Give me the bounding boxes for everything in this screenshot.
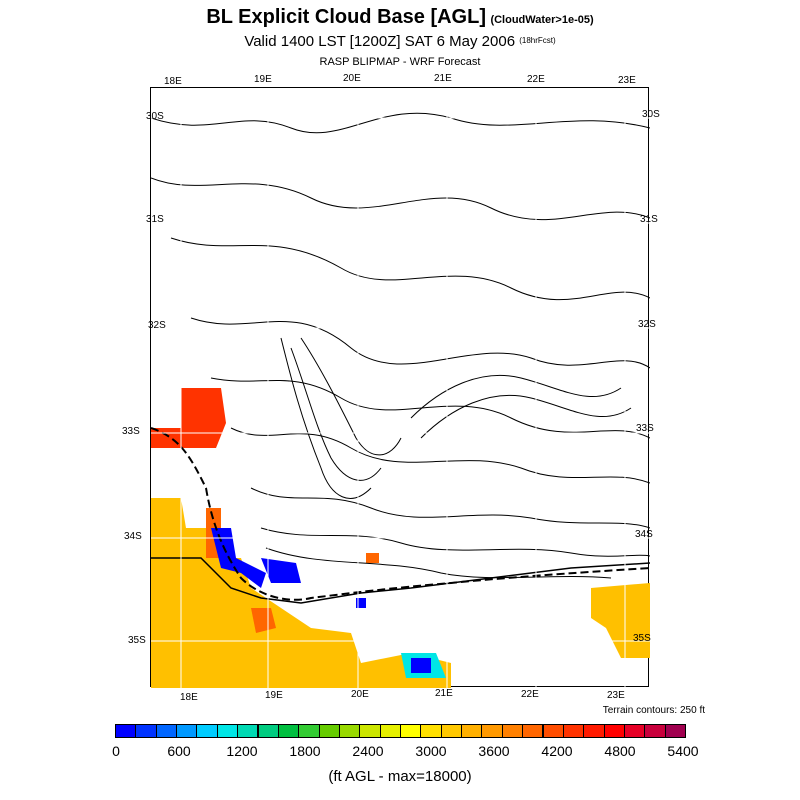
lat-label-left: 34S — [124, 531, 142, 542]
colorbar-label: 1200 — [226, 743, 258, 759]
colorbar-swatch — [400, 724, 422, 738]
forecast-hour: (18hrFcst) — [519, 36, 556, 45]
colorbar-swatch — [583, 724, 605, 738]
colorbar-label: 2400 — [352, 743, 384, 759]
colorbar-label: 4800 — [604, 743, 636, 759]
lat-label-left: 32S — [148, 320, 166, 331]
lon-label-top: 23E — [618, 75, 636, 86]
colorbar-swatch — [115, 724, 137, 738]
lon-label-top: 20E — [343, 73, 361, 84]
colorbar-label: 4200 — [541, 743, 573, 759]
colorbar-swatch — [562, 724, 585, 738]
colorbar-label: 5400 — [667, 743, 699, 759]
lat-label-left: 33S — [122, 426, 140, 437]
colorbar-swatch — [542, 724, 564, 738]
colorbar-swatch — [379, 724, 401, 738]
colorbar-swatch — [461, 724, 483, 738]
lon-label-bottom: 20E — [351, 689, 369, 700]
lon-label-bottom: 23E — [607, 690, 625, 701]
colorbar-swatch — [176, 724, 198, 738]
colorbar-swatch — [603, 724, 625, 738]
lat-label-right: 34S — [635, 529, 653, 540]
colorbar — [115, 724, 686, 738]
colorbar-swatch — [135, 724, 157, 738]
colorbar-swatch — [338, 724, 361, 738]
terrain-note: Terrain contours: 250 ft — [602, 705, 705, 716]
lon-label-bottom: 22E — [521, 689, 539, 700]
terrain-contours — [150, 112, 651, 604]
lat-label-right: 30S — [642, 109, 660, 120]
colorbar-swatch — [522, 724, 544, 738]
valid-line: Valid 1400 LST [1200Z] SAT 6 May 2006 — [244, 33, 516, 50]
colorbar-label: 600 — [167, 743, 191, 759]
title-note: (CloudWater>1e-05) — [490, 14, 594, 26]
lat-label-left: 35S — [128, 635, 146, 646]
colorbar-swatch — [664, 724, 686, 738]
valid-time: Valid 1400 LST [1200Z] SAT 6 May 2006 (1… — [0, 33, 800, 50]
graticule — [151, 88, 650, 688]
colorbar-swatch — [481, 724, 503, 738]
colorbar-swatch — [501, 724, 524, 738]
colorbar-label: 3000 — [415, 743, 447, 759]
lat-label-right: 31S — [640, 214, 658, 225]
colorbar-swatch — [237, 724, 259, 738]
colorbar-swatch — [359, 724, 381, 738]
lon-label-bottom: 19E — [265, 690, 283, 701]
colorbar-swatch — [440, 724, 463, 738]
lat-label-right: 35S — [633, 633, 651, 644]
colorbar-swatch — [257, 724, 279, 738]
lat-label-left: 30S — [146, 111, 164, 122]
colorbar-swatch — [420, 724, 442, 738]
lon-label-bottom: 18E — [180, 692, 198, 703]
colorbar-label: 3600 — [478, 743, 510, 759]
lon-label-top: 18E — [164, 76, 182, 87]
colorbar-swatch — [318, 724, 340, 738]
lon-label-top: 22E — [527, 74, 545, 85]
lat-label-right: 33S — [636, 423, 654, 434]
colorbar-swatch — [298, 724, 320, 738]
colorbar-swatch — [277, 724, 300, 738]
lon-label-bottom: 21E — [435, 688, 453, 699]
colorbar-swatch — [644, 724, 666, 738]
chart-title: BL Explicit Cloud Base [AGL] (CloudWater… — [0, 6, 800, 29]
colorbar-swatch — [216, 724, 239, 738]
map-svg — [150, 88, 651, 688]
colorbar-label: 1800 — [289, 743, 321, 759]
colorbar-label: 0 — [112, 743, 120, 759]
colorbar-swatch — [196, 724, 218, 738]
source-line: RASP BLIPMAP - WRF Forecast — [319, 56, 481, 68]
colorbar-swatch — [155, 724, 178, 738]
lon-label-top: 19E — [254, 74, 272, 85]
colorbar-swatch — [623, 724, 646, 738]
map-panel — [150, 87, 651, 688]
lat-label-right: 32S — [638, 319, 656, 330]
lat-label-left: 31S — [146, 214, 164, 225]
title-main: BL Explicit Cloud Base [AGL] — [206, 6, 486, 28]
colorbar-units: (ft AGL - max=18000) — [328, 768, 472, 785]
lon-label-top: 21E — [434, 73, 452, 84]
